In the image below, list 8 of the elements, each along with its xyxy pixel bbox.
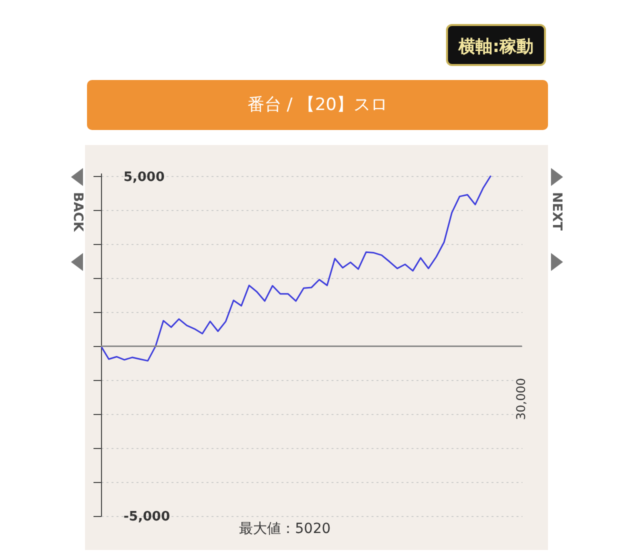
text: NEXT <box>549 192 564 231</box>
annotation: 30,000 <box>514 378 528 420</box>
y-tick-label: -5,000 <box>124 510 170 524</box>
chart-subtitle: 番台 / 【20】スロ <box>87 80 548 130</box>
text: 最大値：5020 <box>239 520 331 538</box>
text: BACK <box>70 192 85 232</box>
text: 横軸:稼動 <box>446 24 546 66</box>
y-tick-label: 5,000 <box>124 170 165 185</box>
